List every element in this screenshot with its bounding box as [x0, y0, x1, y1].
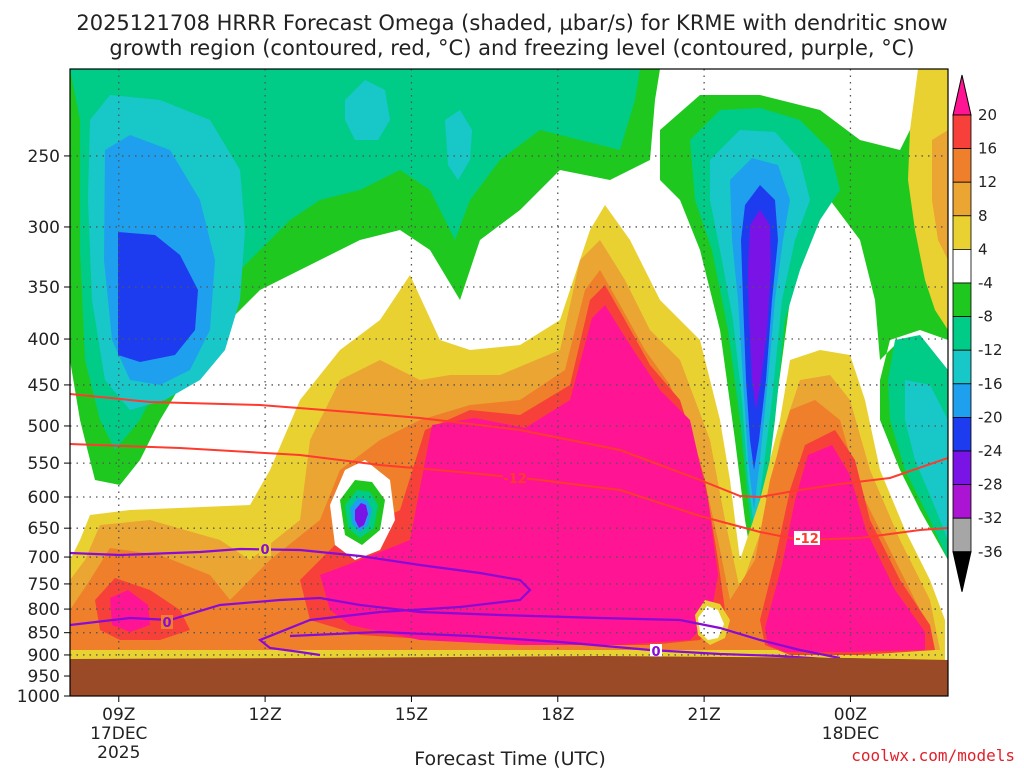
- colorbar-top-arrow: [952, 74, 972, 116]
- colorbar-swatch: [952, 114, 972, 149]
- colorbar-swatch: [952, 248, 972, 284]
- colorbar-level-label: -28: [978, 476, 1003, 494]
- colorbar-level-label: 12: [978, 173, 997, 191]
- colorbar-swatch: [952, 416, 972, 452]
- colorbar-swatch: [952, 215, 972, 250]
- chart-title-line2: growth region (contoured, red, °C) and f…: [109, 36, 914, 60]
- colorbar-level-label: 4: [978, 240, 988, 258]
- colorbar-swatch: [952, 517, 972, 553]
- y-tick-label: 600: [28, 488, 60, 508]
- y-tick-label: 250: [28, 147, 60, 167]
- colorbar-level-label: 8: [978, 207, 988, 225]
- y-tick-label: 450: [28, 376, 60, 396]
- negative-omega-upper-region: [70, 69, 660, 485]
- y-tick-label: 800: [28, 600, 60, 620]
- colorbar-swatch: [952, 450, 972, 485]
- plot-area: -12 -12 0 0 0: [70, 69, 948, 696]
- colorbar-swatch: [952, 484, 972, 519]
- y-tick-label: 300: [28, 218, 60, 238]
- y-axis: 2503003504004505005506006507007508008509…: [17, 147, 70, 707]
- colorbar-level-label: -4: [978, 274, 993, 292]
- plot-frame: [69, 68, 949, 697]
- colorbar-level-label: -32: [978, 509, 1003, 527]
- grid-lines: [70, 69, 948, 696]
- positive-omega-main: [70, 205, 945, 660]
- colorbar-swatch: [952, 282, 972, 317]
- y-tick-label: 850: [28, 624, 60, 644]
- y-tick-label: 350: [28, 278, 60, 298]
- colorbar-swatch: [952, 148, 972, 183]
- x-tick-label: 12Z: [248, 705, 281, 725]
- colorbar-level-label: -16: [978, 375, 1003, 393]
- contour-label-freezing: 0: [260, 543, 269, 558]
- y-tick-label: 950: [28, 667, 60, 687]
- contour-label-dendritic: -12: [503, 472, 527, 487]
- contour-labels: -12 -12 0 0 0: [161, 471, 820, 660]
- dendritic-growth-contours: [70, 393, 948, 542]
- colorbar-level-label: -12: [978, 341, 1003, 359]
- y-tick-label: 400: [28, 330, 60, 350]
- y-tick-label: 650: [28, 519, 60, 539]
- credit-text: coolwx.com/models: [851, 746, 1015, 765]
- y-tick-label: 900: [28, 646, 60, 666]
- colorbar-level-label: -20: [978, 408, 1003, 426]
- colorbar-bottom-arrow: [952, 551, 972, 592]
- positive-omega-upper-right: [908, 69, 948, 330]
- colorbar-swatch: [952, 349, 972, 385]
- x-tick-date: 18DEC: [822, 724, 879, 744]
- terrain-ground: [70, 656, 948, 696]
- chart-title-line1: 2025121708 HRRR Forecast Omega (shaded, …: [76, 11, 947, 35]
- x-axis-label: Forecast Time (UTC): [414, 748, 605, 768]
- colorbar-swatch: [952, 316, 972, 351]
- y-tick-label: 750: [28, 575, 60, 595]
- x-tick-label: 00Z: [834, 705, 867, 725]
- colorbar-swatch: [952, 181, 972, 217]
- contour-label-dendritic-2: -12: [795, 532, 819, 547]
- x-tick-label: 18Z: [541, 705, 574, 725]
- y-tick-label: 1000: [17, 687, 60, 707]
- colorbar-level-label: -24: [978, 442, 1003, 460]
- x-tick-date: 17DEC: [90, 724, 147, 744]
- colorbar-level-label: 16: [978, 140, 997, 158]
- colorbar-level-label: 20: [978, 106, 997, 124]
- y-tick-label: 700: [28, 548, 60, 568]
- colorbar-swatch: [952, 383, 972, 418]
- freezing-level-contours: [70, 547, 841, 662]
- colorbar: 20 16 12 8 4 -4 -8 -12 -16 -20 -24 -28 -32 -36: [952, 74, 1003, 592]
- contour-label-freezing-2: 0: [162, 616, 171, 631]
- colorbar-level-label: -36: [978, 543, 1003, 561]
- colorbar-level-label: -8: [978, 308, 993, 326]
- y-tick-label: 550: [28, 454, 60, 474]
- x-tick-label: 21Z: [687, 705, 720, 725]
- x-tick-label: 15Z: [395, 705, 428, 725]
- contour-label-freezing-3: 0: [651, 645, 660, 660]
- negative-omega-column: [660, 69, 948, 580]
- x-tick-label: 09Z: [102, 705, 135, 725]
- y-tick-label: 500: [28, 417, 60, 437]
- x-tick-year: 2025: [97, 743, 140, 763]
